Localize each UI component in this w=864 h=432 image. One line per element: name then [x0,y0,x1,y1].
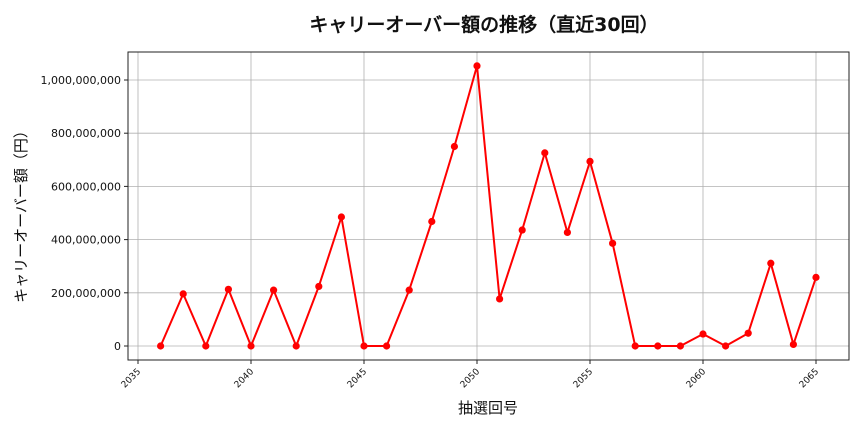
data-point-marker [473,62,481,70]
data-point-marker [789,340,798,349]
data-point-marker [315,282,323,291]
x-axis-ticks: 2035 2040 2045 2050 2055 2060 2065 [120,360,821,390]
data-point-marker [609,239,617,247]
data-point-marker [518,226,526,234]
x-tick-label: 2060 [685,367,708,390]
y-tick-label: 600,000,000 [51,180,121,193]
y-tick-label: 1,000,000,000 [41,74,121,87]
data-point-marker [541,149,549,157]
gridlines [128,52,849,360]
data-point-marker [337,213,345,221]
series-line [159,64,817,347]
y-tick-label: 200,000,000 [51,287,121,300]
plot-frame [127,51,850,361]
x-tick-label: 2050 [459,367,482,390]
data-point-marker [428,217,436,226]
x-tick-label: 2055 [572,367,595,390]
data-point-marker [722,342,730,350]
data-series [157,62,820,350]
data-point-marker [496,295,504,303]
y-tick-label: 0 [114,340,121,353]
data-point-marker [224,285,232,293]
x-axis-label: 抽選回号 [458,399,518,417]
data-point-marker [179,290,187,298]
data-point-marker [654,342,662,350]
data-point-marker [270,286,278,294]
data-point-marker [202,342,210,350]
data-point-marker [699,330,707,338]
y-axis-label: キャリーオーバー額（円） [12,123,30,303]
x-tick-label: 2065 [798,367,821,390]
x-tick-label: 2035 [120,367,143,390]
data-point-marker [383,342,391,350]
data-point-marker [744,329,752,337]
data-point-marker [360,342,368,350]
y-tick-label: 400,000,000 [51,234,121,247]
data-point-marker [563,228,572,237]
data-point-marker [450,142,458,151]
x-tick-label: 2045 [346,367,369,390]
data-point-marker [676,342,685,350]
data-point-marker [586,157,594,165]
data-point-marker [292,342,300,350]
data-point-marker [405,286,413,294]
data-point-marker [247,342,255,350]
chart-title: キャリーオーバー額の推移（直近30回） [309,13,658,36]
data-point-marker [157,342,165,350]
data-point-marker [812,273,820,281]
data-point-marker [767,259,775,267]
y-tick-label: 800,000,000 [51,127,121,140]
y-axis-ticks: 0 200,000,000 400,000,000 600,000,000 800,00… [41,74,128,353]
data-point-marker [631,342,639,350]
x-tick-label: 2040 [233,367,256,390]
